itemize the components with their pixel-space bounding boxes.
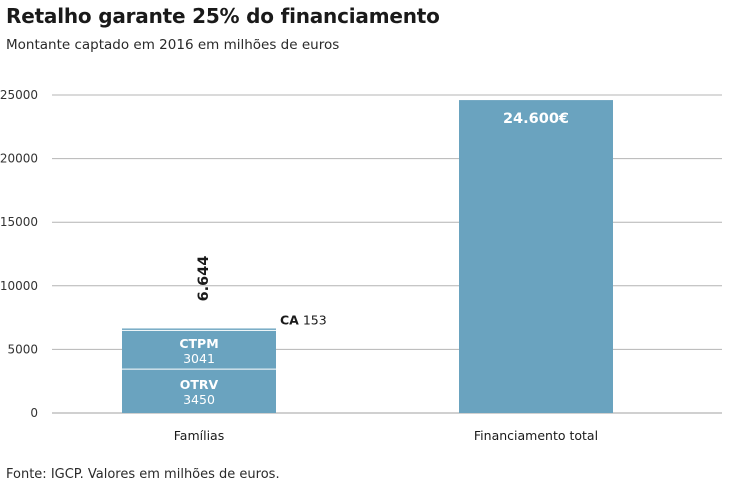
y-tick-label: 5000 [7, 342, 38, 356]
y-tick-label: 10000 [0, 279, 38, 293]
y-tick-label: 0 [30, 406, 38, 420]
y-tick-label: 25000 [0, 88, 38, 102]
chart-subtitle: Montante captado em 2016 em milhões de e… [6, 37, 340, 53]
segment-value: 153 [303, 312, 327, 327]
x-category-label: Financiamento total [474, 428, 598, 443]
segment-value: 3450 [183, 392, 215, 407]
segment-value: 3041 [183, 351, 215, 366]
bar-segment [459, 100, 613, 413]
bar-segment [122, 328, 276, 331]
segment-name: CA [280, 312, 299, 327]
total-label: 24.600€ [503, 111, 569, 127]
segment-name: OTRV [180, 377, 219, 392]
y-tick-label: 15000 [0, 215, 38, 229]
segment-label-outside: CA 153 [280, 312, 327, 327]
total-label: 6.644 [196, 256, 212, 302]
bar-segment [122, 330, 276, 370]
x-category-label: Famílias [174, 428, 224, 443]
segment-name: CTPM [179, 336, 218, 351]
chart-title: Retalho garante 25% do financiamento [6, 4, 440, 28]
bar-segment [122, 369, 276, 413]
y-tick-label: 20000 [0, 152, 38, 166]
source-note: Fonte: IGCP. Valores em milhões de euros… [6, 467, 280, 482]
